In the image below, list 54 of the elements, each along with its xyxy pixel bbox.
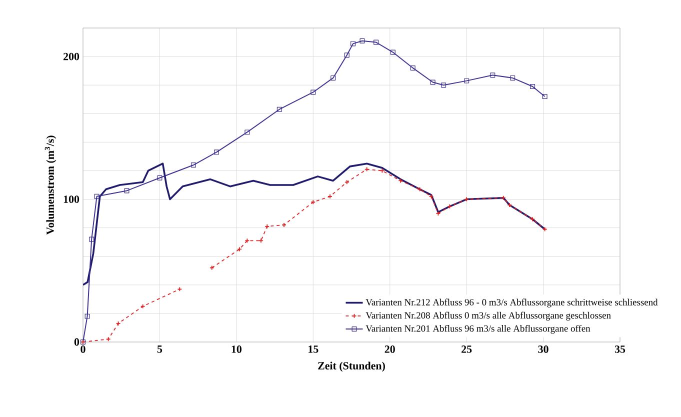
point bbox=[410, 65, 416, 70]
point bbox=[140, 304, 146, 309]
point bbox=[244, 130, 250, 135]
point bbox=[310, 200, 316, 205]
point bbox=[344, 180, 350, 185]
point bbox=[94, 194, 100, 199]
point bbox=[264, 224, 270, 229]
point bbox=[542, 94, 548, 99]
point bbox=[177, 286, 182, 292]
y-axis-title: Volumenstrom (m$^{3}$/s) bbox=[44, 136, 56, 235]
legend-label: Varianten Nr.212 Abfluss 96 - 0 m3/s Abflussorgane schrittweise schliessend bbox=[366, 298, 658, 308]
point bbox=[157, 175, 162, 180]
point bbox=[350, 41, 356, 46]
point bbox=[124, 188, 130, 194]
y-tick-label: 100 bbox=[64, 196, 80, 203]
point bbox=[106, 336, 111, 342]
point bbox=[344, 52, 350, 58]
legend-label: Varianten Nr.201 Abfluss 96 m3/s alle Abflussorgane offen bbox=[366, 324, 590, 334]
point bbox=[328, 194, 332, 199]
point bbox=[490, 72, 496, 78]
point bbox=[500, 195, 506, 200]
point bbox=[390, 50, 396, 55]
point bbox=[507, 202, 512, 208]
point bbox=[374, 40, 379, 45]
y-tick-label: 0 bbox=[74, 338, 80, 346]
x-axis-title: Zeit (Stunden) bbox=[318, 362, 385, 372]
x-tick-label: 10 bbox=[232, 346, 242, 353]
point bbox=[214, 150, 219, 155]
x-tick-label: 5 bbox=[157, 346, 162, 353]
point bbox=[436, 211, 441, 216]
point bbox=[258, 238, 264, 244]
point bbox=[282, 222, 286, 228]
x-tick-label: 30 bbox=[538, 346, 548, 353]
x-tick-label: 15 bbox=[308, 346, 318, 353]
x-tick-label: 35 bbox=[614, 346, 626, 353]
x-tick-label: 0 bbox=[80, 346, 86, 353]
point bbox=[530, 84, 536, 90]
point bbox=[89, 236, 94, 242]
point bbox=[244, 238, 250, 244]
point bbox=[360, 38, 365, 44]
y-tick-label: 200 bbox=[63, 52, 80, 60]
point bbox=[441, 82, 446, 88]
line-series bbox=[83, 162, 546, 286]
point bbox=[276, 106, 282, 112]
point bbox=[510, 75, 516, 80]
point bbox=[464, 78, 470, 84]
point bbox=[430, 80, 436, 85]
x-tick-label: 25 bbox=[462, 346, 472, 353]
point bbox=[330, 75, 336, 80]
point bbox=[310, 90, 316, 95]
x-tick-label: 20 bbox=[384, 346, 395, 353]
point bbox=[190, 162, 196, 168]
point bbox=[84, 314, 90, 319]
legend-label: Varianten Nr.208 Abfluss 0 m3/s alle Abflussorgane geschlossen bbox=[366, 312, 611, 321]
